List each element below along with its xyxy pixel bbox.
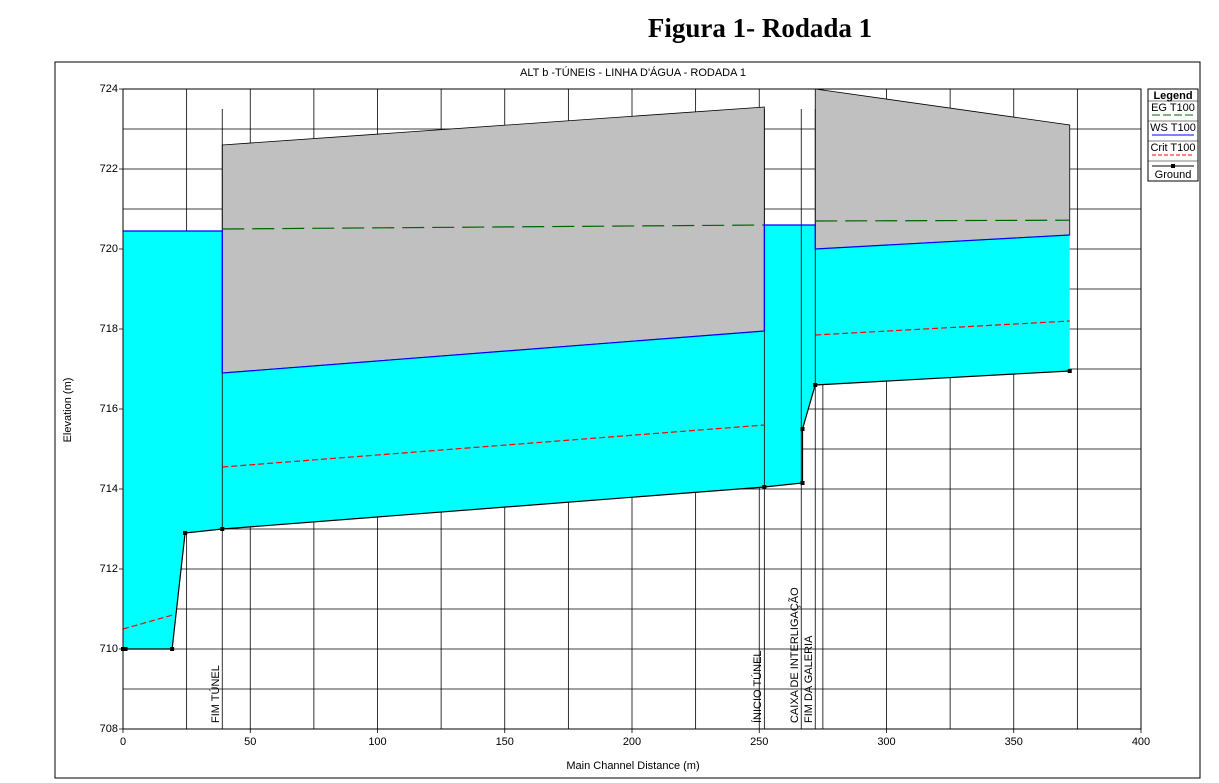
series-line	[123, 224, 1070, 374]
series-line	[815, 320, 1070, 336]
structure	[814, 88, 1071, 250]
ground-marker	[800, 427, 805, 431]
x-tick-label: 400	[1132, 736, 1150, 748]
y-tick-label: 716	[100, 403, 118, 415]
frame	[54, 61, 1201, 779]
annotation: ÍNICIO TÚNEL	[751, 650, 764, 723]
chart-title: ALT b -TÚNEIS - LINHA D'ÁGUA - RODADA 1	[520, 66, 746, 79]
series-line	[222, 424, 765, 468]
figure-caption: Figura 1- Rodada 1	[648, 13, 872, 43]
ground-marker	[183, 531, 188, 535]
ground-marker	[813, 383, 818, 387]
ground-marker	[1067, 369, 1072, 373]
y-tick-label: 718	[100, 323, 118, 335]
ground-marker	[762, 485, 767, 489]
structure	[221, 106, 765, 374]
plot-border	[122, 88, 1142, 730]
x-tick-label: 0	[120, 736, 126, 748]
y-tick-label: 724	[100, 83, 118, 95]
legend-label: WS T100	[1150, 122, 1196, 134]
x-tick-label: 150	[496, 736, 514, 748]
ground-marker	[800, 481, 805, 485]
y-tick-label: 708	[100, 723, 118, 735]
x-tick-label: 200	[623, 736, 641, 748]
series-line	[815, 219, 1070, 222]
x-tick-label: 300	[877, 736, 895, 748]
y-tick-label: 710	[100, 643, 118, 655]
x-axis-label: Main Channel Distance (m)	[566, 760, 699, 772]
y-tick-label: 712	[100, 563, 118, 575]
legend-label: EG T100	[1151, 102, 1195, 114]
legend-label: Crit T100	[1150, 142, 1195, 154]
annotation: FIM TÚNEL	[209, 665, 222, 723]
y-axis-label: Elevation (m)	[62, 378, 74, 443]
annotation: CAIXA DE INTERLIGAÇÃO	[788, 587, 801, 723]
y-tick-label: 714	[100, 483, 118, 495]
series-line	[222, 224, 765, 230]
x-tick-label: 100	[368, 736, 386, 748]
legend-label: Ground	[1155, 169, 1192, 181]
legend-title: Legend	[1153, 90, 1192, 102]
ground-marker	[170, 647, 175, 651]
water-area	[123, 225, 1070, 649]
legend-marker	[1171, 164, 1175, 168]
y-tick-label: 720	[100, 243, 118, 255]
annotation: FIM DA GALERIA	[803, 635, 815, 723]
x-tick-label: 250	[750, 736, 768, 748]
ground-marker	[220, 527, 225, 531]
ground-marker	[123, 647, 128, 651]
y-tick-label: 722	[100, 163, 118, 175]
series-line	[123, 370, 1070, 650]
x-tick-label: 350	[1005, 736, 1023, 748]
x-tick-label: 50	[244, 736, 256, 748]
